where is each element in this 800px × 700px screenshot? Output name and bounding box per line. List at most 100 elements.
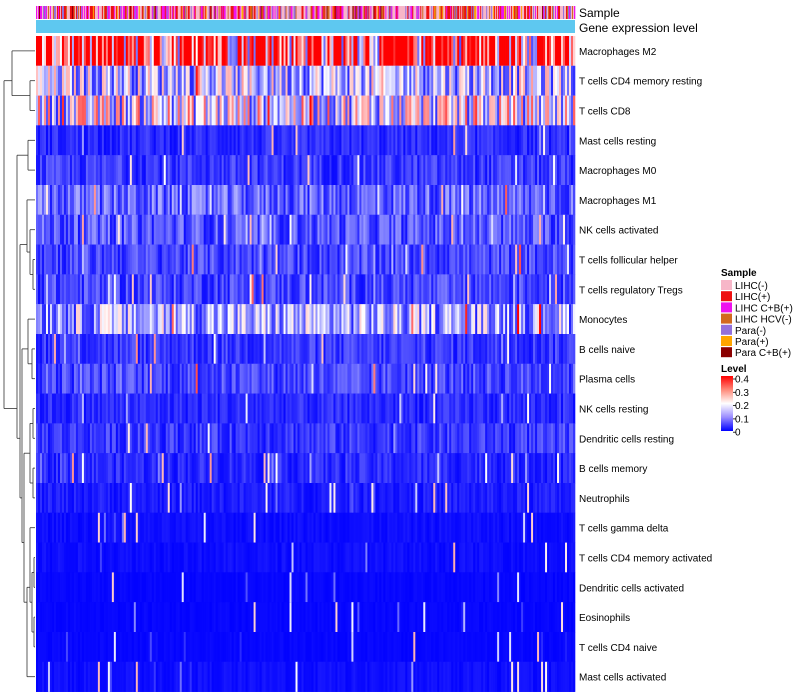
sample-annotation-cell xyxy=(229,6,231,19)
sample-annotation-cell xyxy=(392,6,394,19)
sample-annotation-cell xyxy=(410,6,412,19)
sample-annotation-cell xyxy=(488,6,490,19)
sample-annotation-cell xyxy=(363,6,365,19)
sample-annotation-cell xyxy=(501,6,503,19)
sample-annotation-cell xyxy=(323,6,325,19)
sample-annotation-cell xyxy=(138,6,141,19)
sample-annotation-cell xyxy=(200,6,202,19)
sample-annotation-cell xyxy=(67,6,70,19)
sample-annotation-cell xyxy=(362,6,364,19)
sample-annotation-cell xyxy=(277,6,279,19)
sample-annotation-cell xyxy=(399,6,401,19)
sample-annotation-cell xyxy=(169,6,172,19)
sample-annotation-cell xyxy=(108,6,111,19)
sample-annotation-cell xyxy=(249,6,251,19)
sample-annotation-cell xyxy=(508,6,510,19)
sample-legend-swatch xyxy=(721,324,732,335)
sample-annotation-cell xyxy=(567,6,569,19)
sample-annotation-cell xyxy=(442,6,444,19)
sample-annotation-cell xyxy=(347,6,349,19)
sample-annotation-cell xyxy=(312,6,314,19)
sample-legend-swatch xyxy=(721,302,732,313)
sample-annotation-cell xyxy=(384,6,386,19)
sample-annotation-cell xyxy=(165,6,168,19)
sample-annotation-cell xyxy=(445,6,447,19)
sample-annotation-cell xyxy=(225,6,227,19)
sample-annotation-cell xyxy=(354,6,356,19)
sample-annotation-cell xyxy=(498,6,500,19)
sample-annotation-cell xyxy=(496,6,498,19)
sample-annotation-cell xyxy=(475,6,477,19)
sample-annotation-cell xyxy=(156,6,159,19)
sample-annotation-cell xyxy=(171,6,174,19)
sample-annotation-cell xyxy=(513,6,515,19)
sample-annotation-cell xyxy=(457,6,459,19)
sample-annotation-cell xyxy=(116,6,119,19)
sample-annotation-cell xyxy=(150,6,153,19)
sample-annotation-cell xyxy=(36,6,38,19)
sample-annotation-cell xyxy=(285,6,287,19)
sample-annotation-cell xyxy=(71,6,74,19)
heatmap-row xyxy=(36,274,576,305)
sample-annotation-cell xyxy=(398,6,400,19)
row-label: NK cells resting xyxy=(579,405,648,416)
heatmap-row xyxy=(36,36,576,67)
sample-annotation-cell xyxy=(268,6,270,19)
sample-annotation-cell xyxy=(404,6,406,19)
sample-annotation-cell xyxy=(355,6,357,19)
sample-annotation-cell xyxy=(474,6,476,19)
sample-annotation-cell xyxy=(153,6,156,19)
sample-annotation-cell xyxy=(420,6,422,19)
sample-annotation-cell xyxy=(162,6,165,19)
sample-annotation-cell xyxy=(252,6,254,19)
sample-legend-swatch xyxy=(721,313,732,324)
heatmap-row xyxy=(36,632,576,663)
sample-annotation-track xyxy=(36,6,576,19)
sample-annotation-cell xyxy=(185,6,188,19)
sample-annotation-cell xyxy=(282,6,284,19)
sample-annotation-cell xyxy=(226,6,228,19)
sample-annotation-cell xyxy=(284,6,286,19)
heatmap-row xyxy=(36,65,576,96)
sample-annotation-cell xyxy=(216,6,218,19)
sample-annotation-cell xyxy=(114,6,117,19)
sample-annotation-cell xyxy=(100,6,103,19)
sample-annotation-cell xyxy=(53,6,56,19)
sample-annotation-cell xyxy=(528,6,530,19)
sample-annotation-cell xyxy=(95,6,98,19)
sample-annotation-cell xyxy=(168,6,171,19)
sample-annotation-cell xyxy=(473,6,475,19)
row-label: T cells CD8 xyxy=(579,107,631,118)
sample-annotation-cell xyxy=(137,6,140,19)
sample-annotation-cell xyxy=(425,6,427,19)
row-labels: Macrophages M2 T cells CD4 memory resting… xyxy=(579,47,712,684)
sample-annotation-cell xyxy=(552,6,554,19)
sample-annotation-cell xyxy=(239,6,241,19)
sample-annotation-cell xyxy=(437,6,439,19)
sample-annotation-cell xyxy=(515,6,517,19)
sample-annotation-cell xyxy=(222,6,224,19)
sample-annotation-cell xyxy=(535,6,537,19)
sample-annotation-cell xyxy=(247,6,249,19)
sample-annotation-cell xyxy=(467,6,469,19)
sample-annotation-cell xyxy=(136,6,139,19)
sample-annotation-cell xyxy=(478,6,480,19)
heatmap-row xyxy=(36,95,576,126)
sample-annotation-cell xyxy=(310,6,312,19)
sample-annotation-cell xyxy=(40,6,43,19)
sample-annotation-cell xyxy=(510,6,512,19)
heatmap-row xyxy=(36,542,576,573)
sample-annotation-cell xyxy=(110,6,113,19)
sample-annotation-cell xyxy=(87,6,90,19)
sample-annotation-cell xyxy=(558,6,560,19)
sample-annotation-cell xyxy=(135,6,138,19)
sample-annotation-cell xyxy=(503,6,505,19)
level-color-bar xyxy=(721,376,733,431)
sample-annotation-cell xyxy=(207,6,209,19)
row-label: Neutrophils xyxy=(579,494,630,505)
sample-annotation-cell xyxy=(55,6,58,19)
row-label: NK cells activated xyxy=(579,226,658,237)
sample-annotation-cell xyxy=(417,6,419,19)
sample-annotation-cell xyxy=(557,6,559,19)
sample-annotation-cell xyxy=(414,6,416,19)
